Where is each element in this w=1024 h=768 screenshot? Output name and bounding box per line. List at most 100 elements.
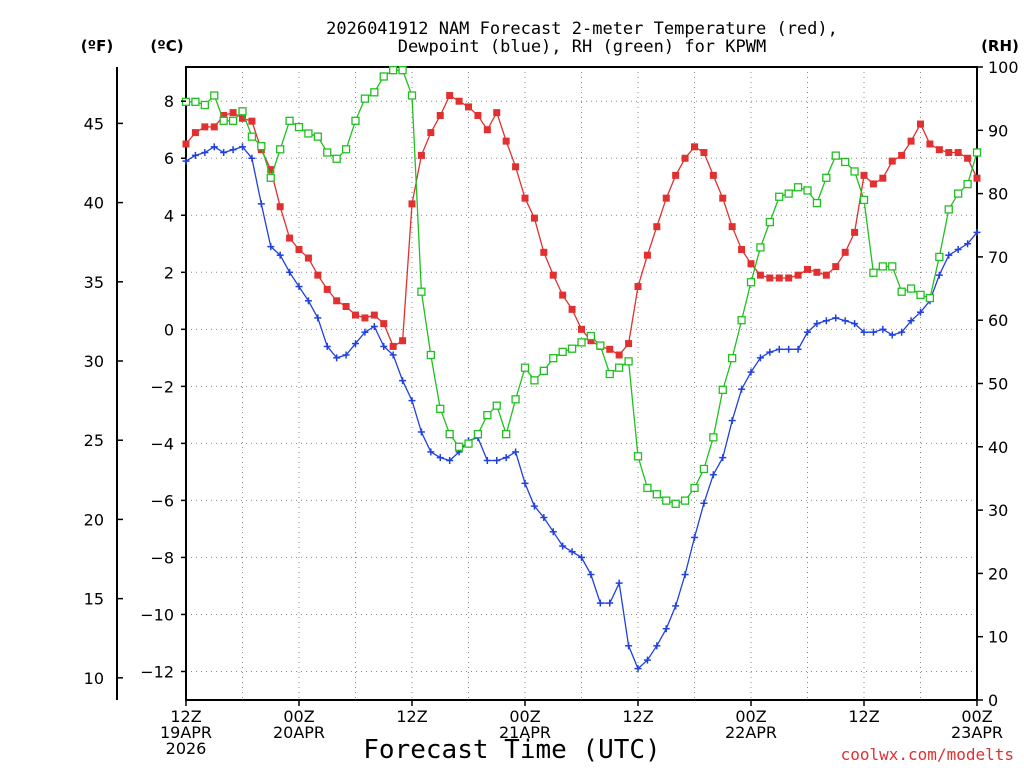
dewpoint-point (427, 448, 435, 456)
dewpoint-point (446, 456, 454, 464)
dewpoint-point (634, 665, 642, 673)
dewpoint-point (907, 317, 915, 325)
celsius-tick-label: −4 (150, 434, 174, 453)
temperature-point (380, 320, 388, 328)
rh-point (633, 452, 643, 461)
temperature-point (625, 340, 633, 348)
rh-point (972, 148, 982, 157)
rh-tick-label: 90 (988, 121, 1008, 140)
dewpoint-point (813, 320, 821, 328)
rh-point (596, 341, 605, 350)
dewpoint-point (879, 325, 887, 333)
rh-point (671, 499, 680, 508)
tick-labels: 86420−2−4−6−8−10−12454035302520151010090… (84, 58, 1019, 758)
celsius-tick-label: 6 (164, 149, 174, 168)
rh-point (822, 173, 831, 182)
dewpoint-point (747, 368, 755, 376)
dewpoint-point (191, 151, 199, 159)
temperature-point (898, 151, 906, 159)
dewpoint-point (549, 528, 557, 536)
rh-point (935, 252, 944, 262)
rh-point (266, 173, 275, 182)
rh-point (417, 287, 426, 296)
fahrenheit-tick-label: 30 (84, 352, 104, 371)
temperature-point (540, 248, 548, 256)
temperature-point (709, 171, 717, 179)
dewpoint-point (286, 268, 294, 276)
rh-point (228, 116, 238, 125)
temperature-point (248, 117, 256, 125)
dewpoint-point (380, 342, 388, 350)
rh-point (219, 116, 228, 125)
temperature-point (474, 111, 482, 119)
rh-tick-label: 30 (988, 501, 1008, 520)
fahrenheit-tick-label: 15 (84, 590, 104, 609)
dewpoint-point (304, 297, 312, 305)
rh-point (680, 496, 690, 505)
temperature-point (832, 263, 840, 271)
rh-point (464, 439, 473, 448)
rh-point (191, 97, 200, 106)
dewpoint-point (917, 308, 924, 316)
rh-point (436, 404, 445, 413)
temperature-point (352, 311, 359, 319)
temperature-point (191, 129, 199, 137)
rh-point (520, 363, 530, 372)
rh-point (304, 129, 313, 138)
fahrenheit-tick-label: 35 (84, 273, 104, 292)
temperature-point (869, 180, 877, 188)
fahrenheit-tick-label: 25 (84, 431, 104, 450)
temperature-point (521, 194, 529, 202)
temperature-point (728, 223, 736, 231)
celsius-tick-label: −10 (140, 605, 174, 624)
rh-point (577, 338, 586, 347)
rh-point (765, 217, 774, 227)
rh-point (652, 490, 661, 499)
rh-point (247, 132, 257, 141)
temperature-point (182, 140, 190, 148)
dewpoint-point (436, 454, 444, 462)
dewpoint-point (220, 149, 228, 157)
dewpoint-point (898, 328, 906, 336)
rh-point (200, 100, 209, 110)
celsius-tick-label: −2 (150, 377, 174, 396)
temperature-point (756, 271, 764, 279)
fahrenheit-tick-label: 40 (84, 194, 104, 213)
temperature-point (201, 123, 209, 131)
celsius-tick-label: −12 (140, 662, 174, 681)
rh-tick-label: 40 (988, 438, 1008, 457)
rh-point (746, 278, 756, 287)
dewpoint-point (370, 322, 378, 330)
temperature-point (888, 157, 896, 165)
temperature-point (455, 97, 463, 105)
rh-point (502, 429, 511, 439)
x-tick-label: 12Z (622, 707, 653, 726)
dewpoint-point (643, 656, 651, 664)
dewpoint-point (954, 245, 962, 253)
rh-tick-label: 80 (988, 185, 1008, 204)
temperature-point (634, 283, 642, 291)
dewpoint-point (841, 317, 849, 325)
credit-text: coolwx.com/modelts (841, 745, 1014, 764)
temperature-point (276, 203, 284, 211)
temperature-point (973, 174, 981, 182)
temperature-point (342, 303, 350, 311)
temperature-point (766, 274, 774, 282)
x-tick-label: 12Z (170, 707, 201, 726)
x-tick-label: 00Z (735, 707, 766, 726)
temperature-point (295, 245, 303, 253)
rh-point (850, 167, 859, 176)
x-tick-label: 20APR (273, 723, 325, 742)
rh-point (360, 94, 370, 103)
temperature-point (370, 311, 378, 319)
temperature-point (587, 337, 595, 345)
dewpoint-point (625, 642, 633, 650)
dewpoint-point (935, 271, 943, 279)
rh-point (426, 350, 435, 360)
temperature-point (304, 254, 312, 262)
celsius-tick-label: 2 (164, 263, 174, 282)
rh-point (784, 189, 793, 198)
dewpoint-point (389, 351, 397, 359)
rh-point (549, 354, 558, 363)
